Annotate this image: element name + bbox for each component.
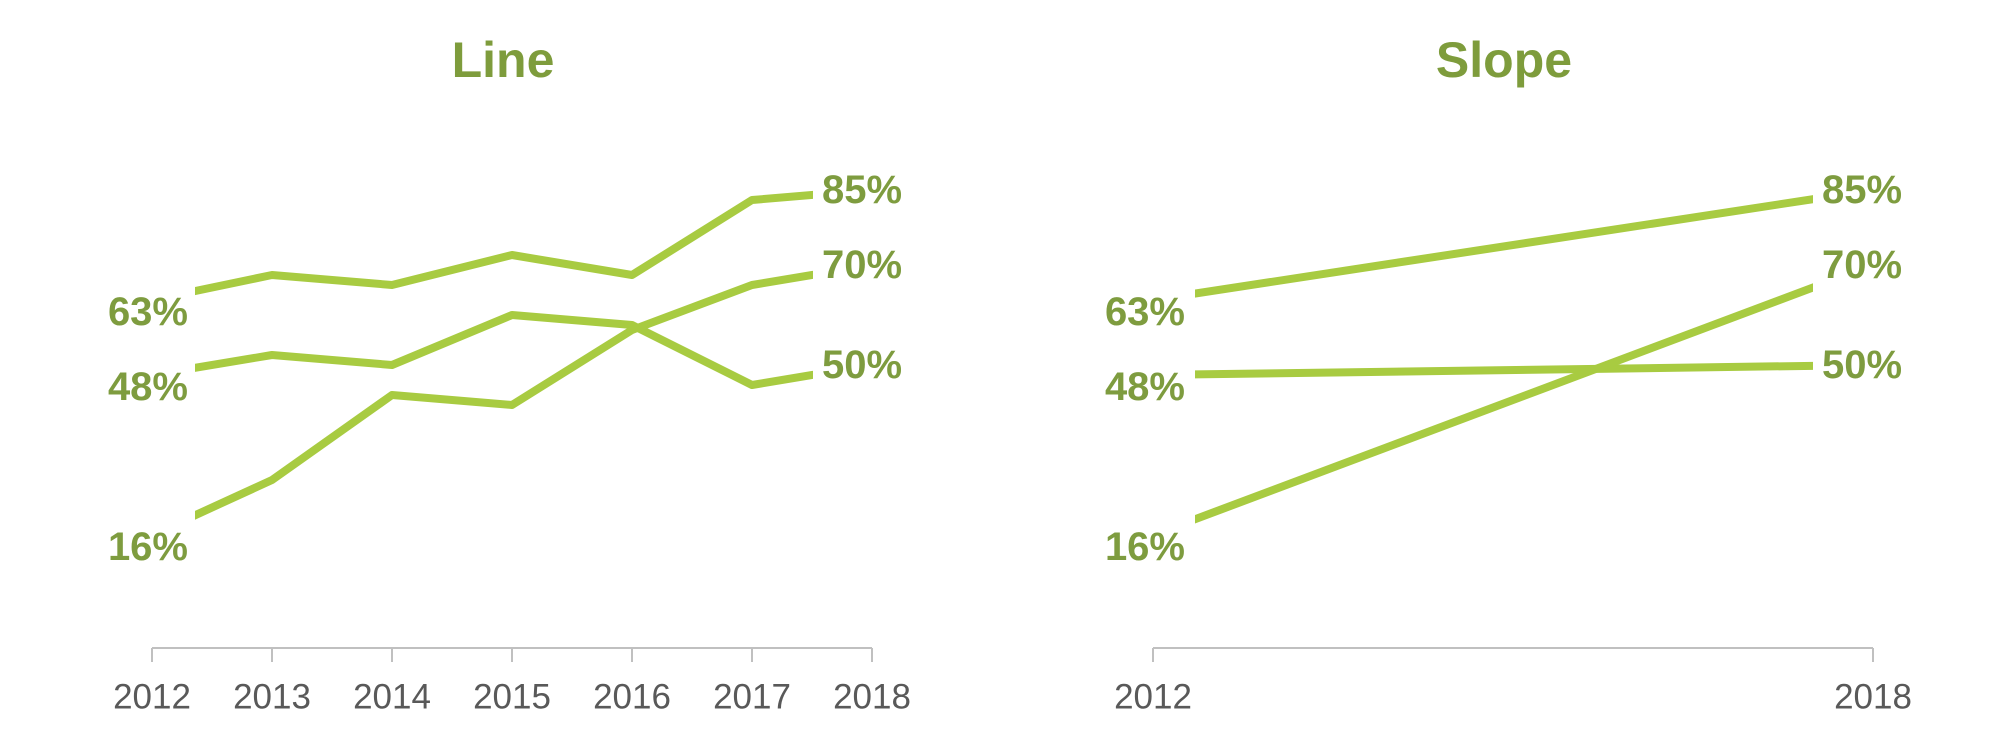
series-end-label: 85%	[1822, 168, 1902, 212]
line-chart-title: Line	[451, 32, 555, 88]
series-end-label: 85%	[822, 168, 902, 212]
series-end-label: 50%	[822, 343, 902, 387]
slope-chart: 2012 2018 63% 85% 48% 50% 16% 70%	[1105, 168, 1912, 717]
line-series-middle	[195, 311, 813, 389]
x-tick-label: 2018	[833, 678, 911, 717]
x-tick-label: 2012	[1114, 678, 1192, 717]
line-series-bottom	[195, 270, 813, 520]
slope-series-group	[1195, 195, 1813, 524]
x-tick-label: 2014	[353, 678, 431, 717]
series-end-label: 70%	[822, 243, 902, 287]
series-start-label: 63%	[108, 290, 188, 334]
series-start-label: 16%	[108, 525, 188, 569]
series-start-label: 48%	[1105, 365, 1185, 409]
x-tick-label: 2016	[593, 678, 671, 717]
slope-series-bottom	[1195, 283, 1813, 524]
line-series-top	[195, 190, 813, 296]
series-end-label: 50%	[1822, 343, 1902, 387]
series-end-label: 70%	[1822, 243, 1902, 287]
x-tick-label: 2012	[113, 678, 191, 717]
line-chart: 2012 2013 2014 2015 2016 2017 2018 63% 85% 48% 50%…	[108, 168, 911, 717]
slope-chart-title: Slope	[1435, 32, 1573, 88]
line-series-group	[195, 190, 813, 520]
x-tick-label: 2018	[1834, 678, 1912, 717]
x-tick-label: 2017	[713, 678, 791, 717]
series-start-label: 16%	[1105, 525, 1185, 569]
series-start-label: 63%	[1105, 290, 1185, 334]
x-tick-label: 2015	[473, 678, 551, 717]
slope-series-top	[1195, 195, 1813, 298]
x-tick-label: 2013	[233, 678, 311, 717]
slope-series-middle	[1195, 361, 1813, 379]
series-start-label: 48%	[108, 365, 188, 409]
